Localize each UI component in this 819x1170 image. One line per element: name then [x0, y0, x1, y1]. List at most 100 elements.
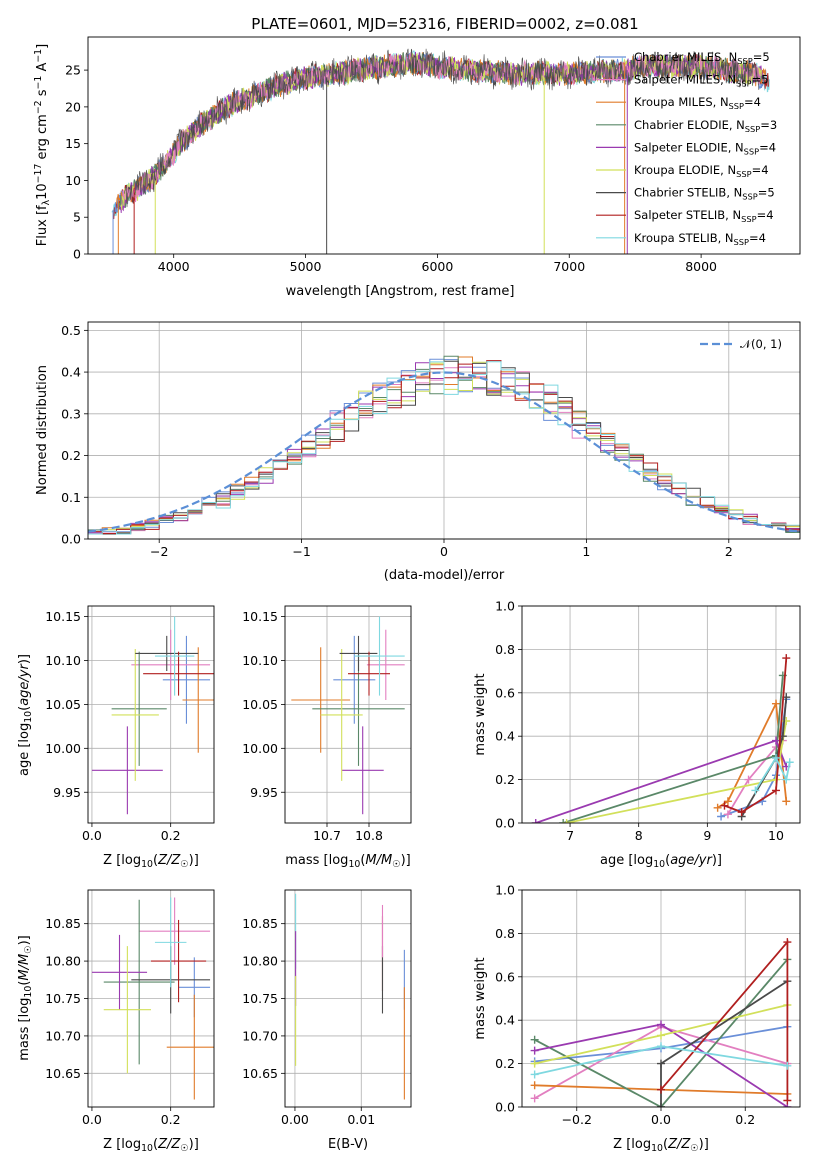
x-axis-label: E(B-V)	[328, 1137, 368, 1152]
x-tick-label: 0.0	[651, 1112, 671, 1127]
label-part: ☉	[690, 1143, 698, 1154]
mass-weight-line	[660, 980, 788, 1107]
y-tick-label: 10.75	[45, 991, 81, 1006]
x-axis-label: mass [log10(M/M☉)]	[285, 853, 411, 870]
label-part: Salpeter STELIB, N	[634, 208, 741, 222]
label-part: 10	[23, 986, 34, 998]
label-part: Chabrier MILES, N	[634, 50, 737, 64]
y-axis-label: mass weight	[473, 957, 488, 1039]
label-part: Z [log	[103, 853, 141, 868]
mass-weight-marker	[720, 801, 729, 810]
y-tick-label: 0.5	[61, 323, 81, 338]
y-tick-label: 0.8	[495, 926, 515, 941]
mass-weight-marker	[751, 786, 760, 795]
plot-area	[295, 893, 405, 1100]
label-part: )]	[17, 654, 32, 664]
y-tick-label: 10.00	[45, 741, 81, 756]
grid-lines	[88, 890, 214, 1107]
legend-entry: 𝒩(0, 1)	[740, 337, 782, 351]
legend-entry: Chabrier STELIB, NSSP=5	[634, 186, 775, 202]
mass-weight-marker	[771, 753, 780, 762]
x-tick-label: −2	[150, 544, 168, 559]
label-part: Salpeter MILES, N	[634, 73, 736, 87]
mass-weight-marker	[782, 775, 791, 784]
x-tick-label: 0.2	[161, 1112, 181, 1127]
mass-weight-marker	[783, 1096, 792, 1105]
y-tick-label: 10.15	[242, 609, 278, 624]
y-tick-label: 0	[73, 247, 81, 262]
mass-weight-marker	[782, 797, 791, 806]
label-part: SSP	[745, 124, 760, 134]
label-part: −1	[33, 76, 44, 90]
grid-lines	[285, 890, 411, 1107]
legend-entry: Salpeter ELODIE, NSSP=4	[634, 140, 776, 156]
label-part: −17	[33, 164, 44, 184]
mass-weight-marker	[771, 699, 780, 708]
y-tick-label: 0.2	[61, 448, 81, 463]
label-part: (	[360, 853, 365, 868]
mass-weight-marker	[723, 810, 732, 819]
axes-frame	[87, 605, 215, 824]
y-tick-label: 10.65	[45, 1066, 81, 1081]
label-part: E(B-V)	[328, 1137, 368, 1152]
plot-area	[88, 355, 800, 535]
x-tick-label: 8000	[685, 259, 717, 274]
label-part: =4	[752, 163, 769, 177]
mass-weight-marker	[771, 786, 780, 795]
mass-weight-marker	[531, 819, 540, 823]
y-tick-label: 0.4	[61, 365, 81, 380]
label-part: Kroupa MILES, N	[634, 95, 729, 109]
label-part: ☉	[23, 945, 34, 953]
label-part: (	[663, 1137, 668, 1152]
label-part: =4	[749, 231, 766, 245]
y-tick-label: 10.15	[45, 609, 81, 624]
x-tick-label: 0.01	[347, 1112, 375, 1127]
y-tick-label: 0.8	[495, 642, 515, 657]
axes: −2 −1 0 1 2 0.0 0.1 0.2 0.3 0.4 0.5 (data-model)/er…	[35, 321, 801, 583]
label-part: −2	[33, 100, 44, 114]
plot-area	[111, 48, 770, 254]
axes: 10.7 10.8 9.95 10.00 10.05 10.10 10.15 mass [lo…	[242, 605, 412, 870]
plot-area	[91, 616, 214, 815]
label-part: SSP	[729, 101, 744, 111]
mass-weight-marker	[562, 819, 571, 823]
label-part: (	[153, 1137, 158, 1152]
mass-weight-marker	[530, 1081, 539, 1090]
label-part: Chabrier ELODIE, N	[634, 118, 745, 132]
label-part: SSP	[741, 214, 756, 224]
y-tick-label: 0.1	[61, 490, 81, 505]
label-part: ]	[35, 44, 50, 49]
y-tick-label: 10.70	[45, 1028, 81, 1043]
label-part: M/M	[17, 954, 32, 981]
label-part: Z/Z	[157, 853, 181, 868]
mass-vs-ebv-panel: 0.00 0.01 10.65 10.70 10.75 10.80 10.85 E(B-V)	[242, 889, 412, 1152]
y-tick-label: 10	[65, 173, 81, 188]
mass-weight-marker	[657, 1031, 665, 1040]
mass-weight-marker	[723, 797, 732, 806]
label-part: Flux [f	[35, 205, 50, 246]
legend-entry: Kroupa STELIB, NSSP=4	[634, 231, 766, 247]
y-axis-label: Normed distribution	[35, 365, 50, 495]
y-tick-label: 10.65	[242, 1066, 278, 1081]
residual-histogram	[88, 361, 800, 535]
label-part: SSP	[734, 237, 749, 247]
label-part: )]	[17, 935, 32, 945]
label-part: SSP	[742, 192, 757, 202]
x-tick-label: 7	[566, 828, 574, 843]
label-part: =4	[757, 208, 774, 222]
x-tick-label: 0	[440, 544, 448, 559]
label-part: (	[153, 853, 158, 868]
plot-area	[530, 938, 792, 1107]
label-part: SSP	[744, 146, 759, 156]
label-part: (	[17, 981, 32, 986]
mass-weight-marker	[783, 1061, 792, 1070]
legend-entry: Chabrier ELODIE, NSSP=3	[634, 118, 777, 134]
label-part: SSP	[736, 169, 751, 179]
axes-frame	[87, 36, 801, 255]
label-part: 10	[651, 1143, 663, 1154]
y-axis-label: mass [log10(M/M☉)]	[17, 935, 34, 1061]
y-tick-label: 10.80	[242, 954, 278, 969]
label-part: λ	[41, 199, 52, 205]
